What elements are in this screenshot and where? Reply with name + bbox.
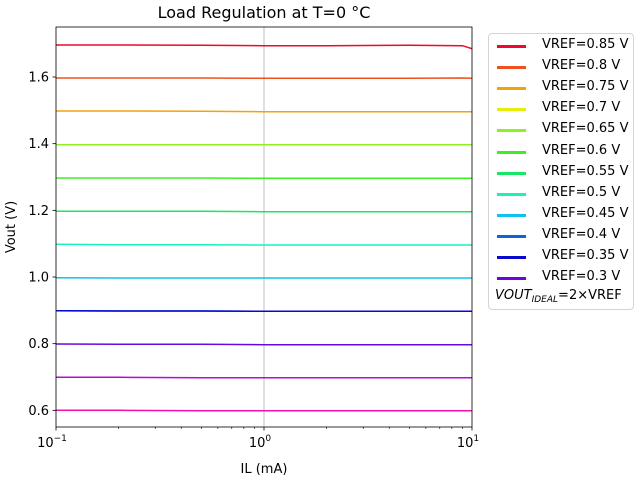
legend-label: VREF=0.6 V [542, 142, 621, 158]
legend-label: VREF=0.7 V [542, 100, 621, 116]
legend-label: VREF=0.55 V [542, 163, 629, 179]
legend-item: VREF=0.55 V [495, 162, 635, 183]
y-tick-label: 1.2 [28, 204, 49, 219]
legend-swatch [497, 87, 526, 91]
legend-swatch [497, 256, 526, 259]
series-line-10 [55, 309, 472, 313]
legend-label: VREF=0.3 V [542, 269, 621, 285]
legend-ideal-note: VOUTIDEAL=2×VREF [495, 288, 622, 305]
legend-label: VREF=0.4 V [542, 226, 621, 242]
legend-item: VREF=0.65 V [495, 119, 635, 140]
x-axis-label: IL (mA) [241, 462, 288, 477]
legend-swatch [497, 171, 526, 175]
legend-label: VREF=0.75 V [542, 79, 629, 95]
legend-item: VREF=0.7 V [495, 98, 635, 119]
legend-swatch [497, 45, 526, 48]
y-tick-label: 1.0 [28, 271, 49, 286]
legend: VOUTIDEAL=2×VREF VREF=0.85 V VREF=0.8 V VR… [488, 33, 634, 310]
series-line-7 [55, 243, 472, 246]
x-tick-label: 100 [249, 434, 272, 451]
legend-item: VREF=0.35 V [495, 246, 635, 267]
legend-item: VREF=0.85 V [495, 35, 635, 56]
y-tick-label: 1.6 [28, 71, 49, 86]
legend-item: VREF=0.3 V [495, 267, 635, 288]
y-axis-label: Vout (V) [4, 201, 19, 253]
legend-label: VREF=0.85 V [542, 37, 629, 52]
y-tick-label: 1.4 [28, 137, 49, 152]
legend-swatch [497, 66, 526, 70]
legend-swatch [497, 150, 526, 154]
y-tick-label: 0.8 [28, 337, 49, 352]
legend-swatch [497, 213, 526, 217]
legend-swatch [497, 234, 526, 238]
chart-title: Load Regulation at T=0 °C [158, 3, 371, 22]
legend-item: VREF=0.75 V [495, 77, 635, 98]
legend-item: VREF=0.8 V [495, 56, 635, 77]
legend-label: VREF=0.45 V [542, 205, 629, 221]
x-tick-label: 10−1 [37, 434, 67, 451]
legend-swatch [497, 108, 526, 112]
legend-item: VREF=0.5 V [495, 183, 635, 204]
legend-swatch [497, 277, 526, 281]
legend-label: VREF=0.65 V [542, 121, 629, 137]
legend-item: VREF=0.45 V [495, 204, 635, 225]
legend-swatch [497, 129, 526, 133]
legend-label: VREF=0.35 V [542, 248, 629, 263]
series-line-11 [55, 343, 472, 346]
legend-item: VREF=0.6 V [495, 141, 635, 162]
plot-area: 0.6 0.8 1.0 1.2 1.4 1.6 10−1 100 101 [28, 26, 479, 451]
legend-label: VREF=0.5 V [542, 184, 621, 200]
series-line-2 [56, 110, 472, 113]
legend-item: VREF=0.4 V [495, 225, 635, 246]
legend-swatch [497, 192, 526, 196]
legend-label: VREF=0.8 V [542, 58, 621, 74]
x-tick-label: 101 [457, 434, 479, 451]
y-tick-label: 0.6 [28, 404, 49, 419]
series-line-0 [56, 44, 473, 50]
